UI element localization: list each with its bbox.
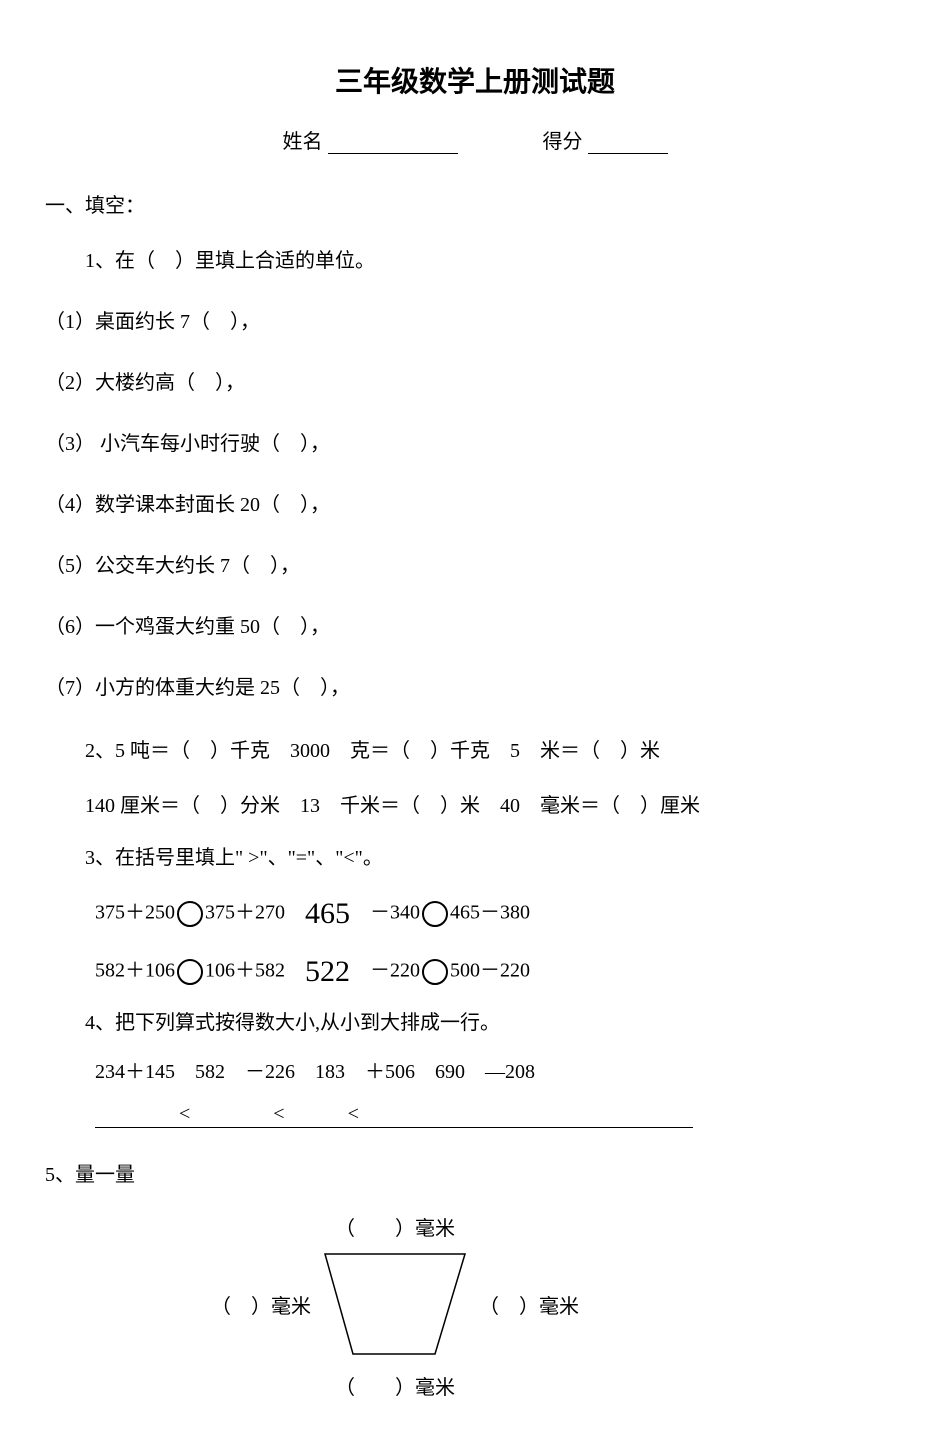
score-label: 得分: [543, 131, 583, 153]
q3-r2-big: 522: [305, 955, 350, 988]
trapezoid-svg: [315, 1249, 475, 1359]
q1-item-2: （2）大楼约高（ ），: [45, 365, 905, 401]
trap-top-label: （ ）毫米: [145, 1212, 645, 1241]
compare-circle[interactable]: [422, 959, 448, 985]
q1-item-6: （6）一个鸡蛋大约重 50（ ），: [45, 609, 905, 645]
compare-circle[interactable]: [177, 959, 203, 985]
q3-r2-mid: －220: [370, 960, 420, 982]
q5-header: 5、量一量: [45, 1158, 905, 1187]
q3-row-2: 582＋106 106＋582 522 －220 500－220: [45, 948, 905, 996]
trap-right-label: （ ）毫米: [479, 1290, 579, 1319]
q1-item-3: （3） 小汽车每小时行驶（ ），: [45, 426, 905, 462]
q1-item-1: （1）桌面约长 7（ ），: [45, 304, 905, 340]
q3-r1-mid: －340: [370, 902, 420, 924]
q3-row-1: 375＋250 375＋270 465 －340 465－380: [45, 890, 905, 938]
student-info-line: 姓名 得分: [45, 125, 905, 154]
q4-answer-line[interactable]: < < <: [45, 1104, 905, 1128]
q1-item-5: （5）公交车大约长 7（ ），: [45, 548, 905, 584]
q2-line-1: 2、5 吨＝（ ）千克 3000 克＝（ ）千克 5 米＝（ ）米: [45, 731, 905, 771]
q1-item-4: （4）数学课本封面长 20（ ），: [45, 487, 905, 523]
q2-line-2: 140 厘米＝（ ）分米 13 千米＝（ ）米 40 毫米＝（ ）厘米: [45, 786, 905, 826]
compare-circle[interactable]: [422, 901, 448, 927]
lt-symbol: <: [269, 1104, 288, 1128]
q1-prompt: 1、在（ ）里填上合适的单位。: [45, 243, 905, 279]
q3-r1-expr3: 465－380: [450, 902, 530, 924]
q1-item-7: （7）小方的体重大约是 25（ ），: [45, 670, 905, 706]
trap-bottom-label: （ ）毫米: [145, 1371, 645, 1400]
q4-header: 4、把下列算式按得数大小,从小到大排成一行。: [45, 1006, 905, 1035]
q3-r2-expr2: 106＋582: [205, 960, 285, 982]
score-blank[interactable]: [588, 153, 668, 154]
name-label: 姓名: [283, 131, 323, 153]
trapezoid-measure: （ ）毫米 （ ）毫米 （ ）毫米 （ ）毫米: [145, 1212, 645, 1442]
compare-circle[interactable]: [177, 901, 203, 927]
page-title: 三年级数学上册测试题: [45, 60, 905, 100]
q3-r1-expr1: 375＋250: [95, 902, 175, 924]
section-1-header: 一、填空：: [45, 189, 905, 218]
trapezoid-shape: [325, 1254, 465, 1354]
trap-left-label: （ ）毫米: [211, 1290, 311, 1319]
q3-r2-expr3: 500－220: [450, 960, 530, 982]
name-blank[interactable]: [328, 153, 458, 154]
lt-symbol: <: [344, 1104, 363, 1128]
q4-expressions: 234＋145 582 －226 183 ＋506 690 —208: [45, 1055, 905, 1084]
lt-symbol: <: [175, 1104, 194, 1128]
q3-r1-big: 465: [305, 897, 350, 930]
q3-header: 3、在括号里填上" >"、"="、"<"。: [45, 841, 905, 870]
q3-r1-expr2: 375＋270: [205, 902, 285, 924]
q3-r2-expr1: 582＋106: [95, 960, 175, 982]
